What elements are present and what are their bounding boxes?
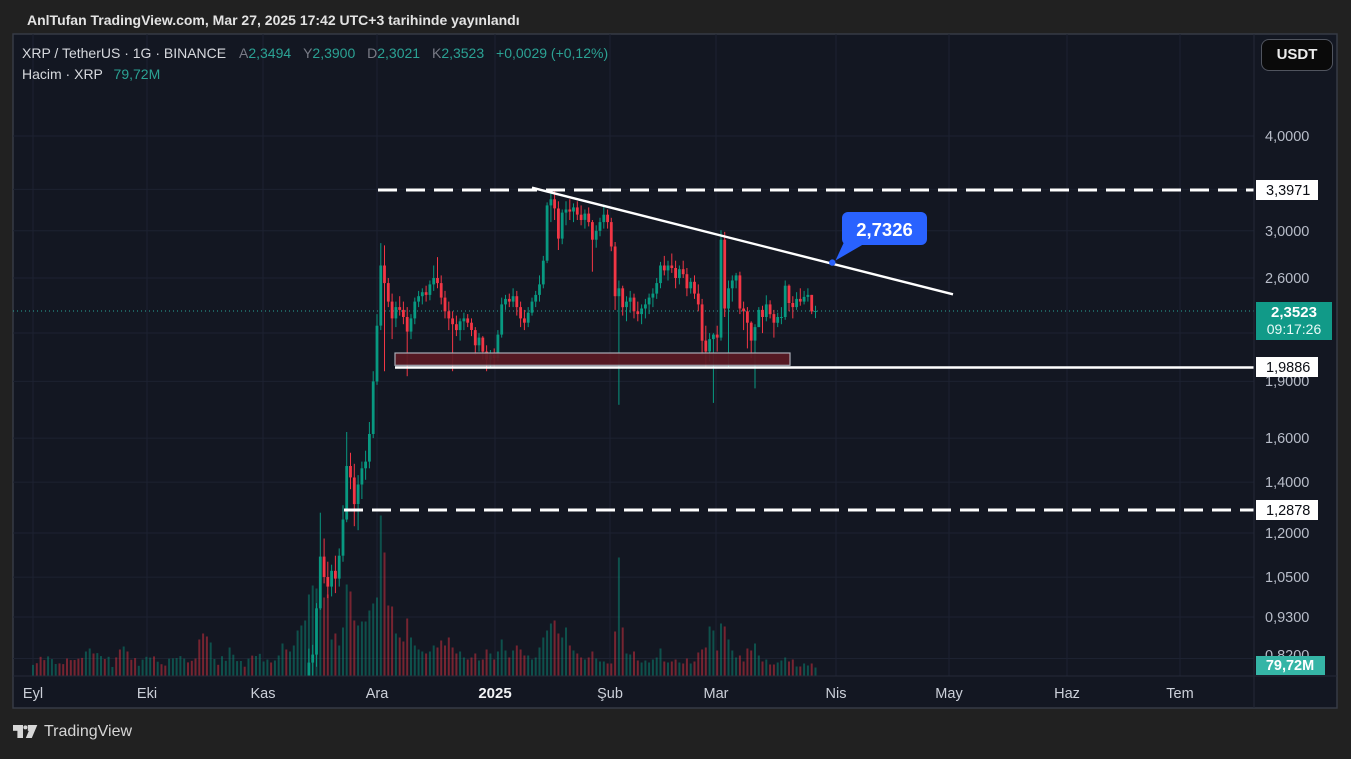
svg-text:2,3523: 2,3523	[1271, 304, 1317, 321]
svg-text:2,7326: 2,7326	[856, 219, 913, 240]
svg-text:1,9000: 1,9000	[1265, 374, 1309, 390]
svg-text:Mar: Mar	[704, 686, 729, 702]
svg-text:1,4000: 1,4000	[1265, 475, 1309, 491]
svg-text:Nis: Nis	[826, 686, 847, 702]
svg-text:3,3971: 3,3971	[1266, 183, 1310, 199]
svg-text:Kas: Kas	[251, 686, 276, 702]
svg-text:Tem: Tem	[1166, 686, 1193, 702]
svg-text:0,9300: 0,9300	[1265, 610, 1309, 626]
svg-text:1,2878: 1,2878	[1266, 503, 1310, 519]
svg-text:1,0500: 1,0500	[1265, 570, 1309, 586]
svg-text:79,72M: 79,72M	[1266, 658, 1314, 674]
svg-text:1,9886: 1,9886	[1266, 360, 1310, 376]
svg-text:3,0000: 3,0000	[1265, 224, 1309, 240]
svg-text:4,0000: 4,0000	[1265, 129, 1309, 145]
svg-text:Ara: Ara	[366, 686, 390, 702]
svg-text:09:17:26: 09:17:26	[1267, 321, 1322, 337]
svg-text:Eki: Eki	[137, 686, 157, 702]
svg-text:May: May	[935, 686, 963, 702]
svg-text:2025: 2025	[478, 685, 511, 702]
svg-text:Haz: Haz	[1054, 686, 1080, 702]
svg-text:1,6000: 1,6000	[1265, 431, 1309, 447]
svg-text:Eyl: Eyl	[23, 686, 43, 702]
svg-text:Şub: Şub	[597, 686, 623, 702]
svg-text:1,2000: 1,2000	[1265, 526, 1309, 542]
svg-text:2,6000: 2,6000	[1265, 271, 1309, 287]
